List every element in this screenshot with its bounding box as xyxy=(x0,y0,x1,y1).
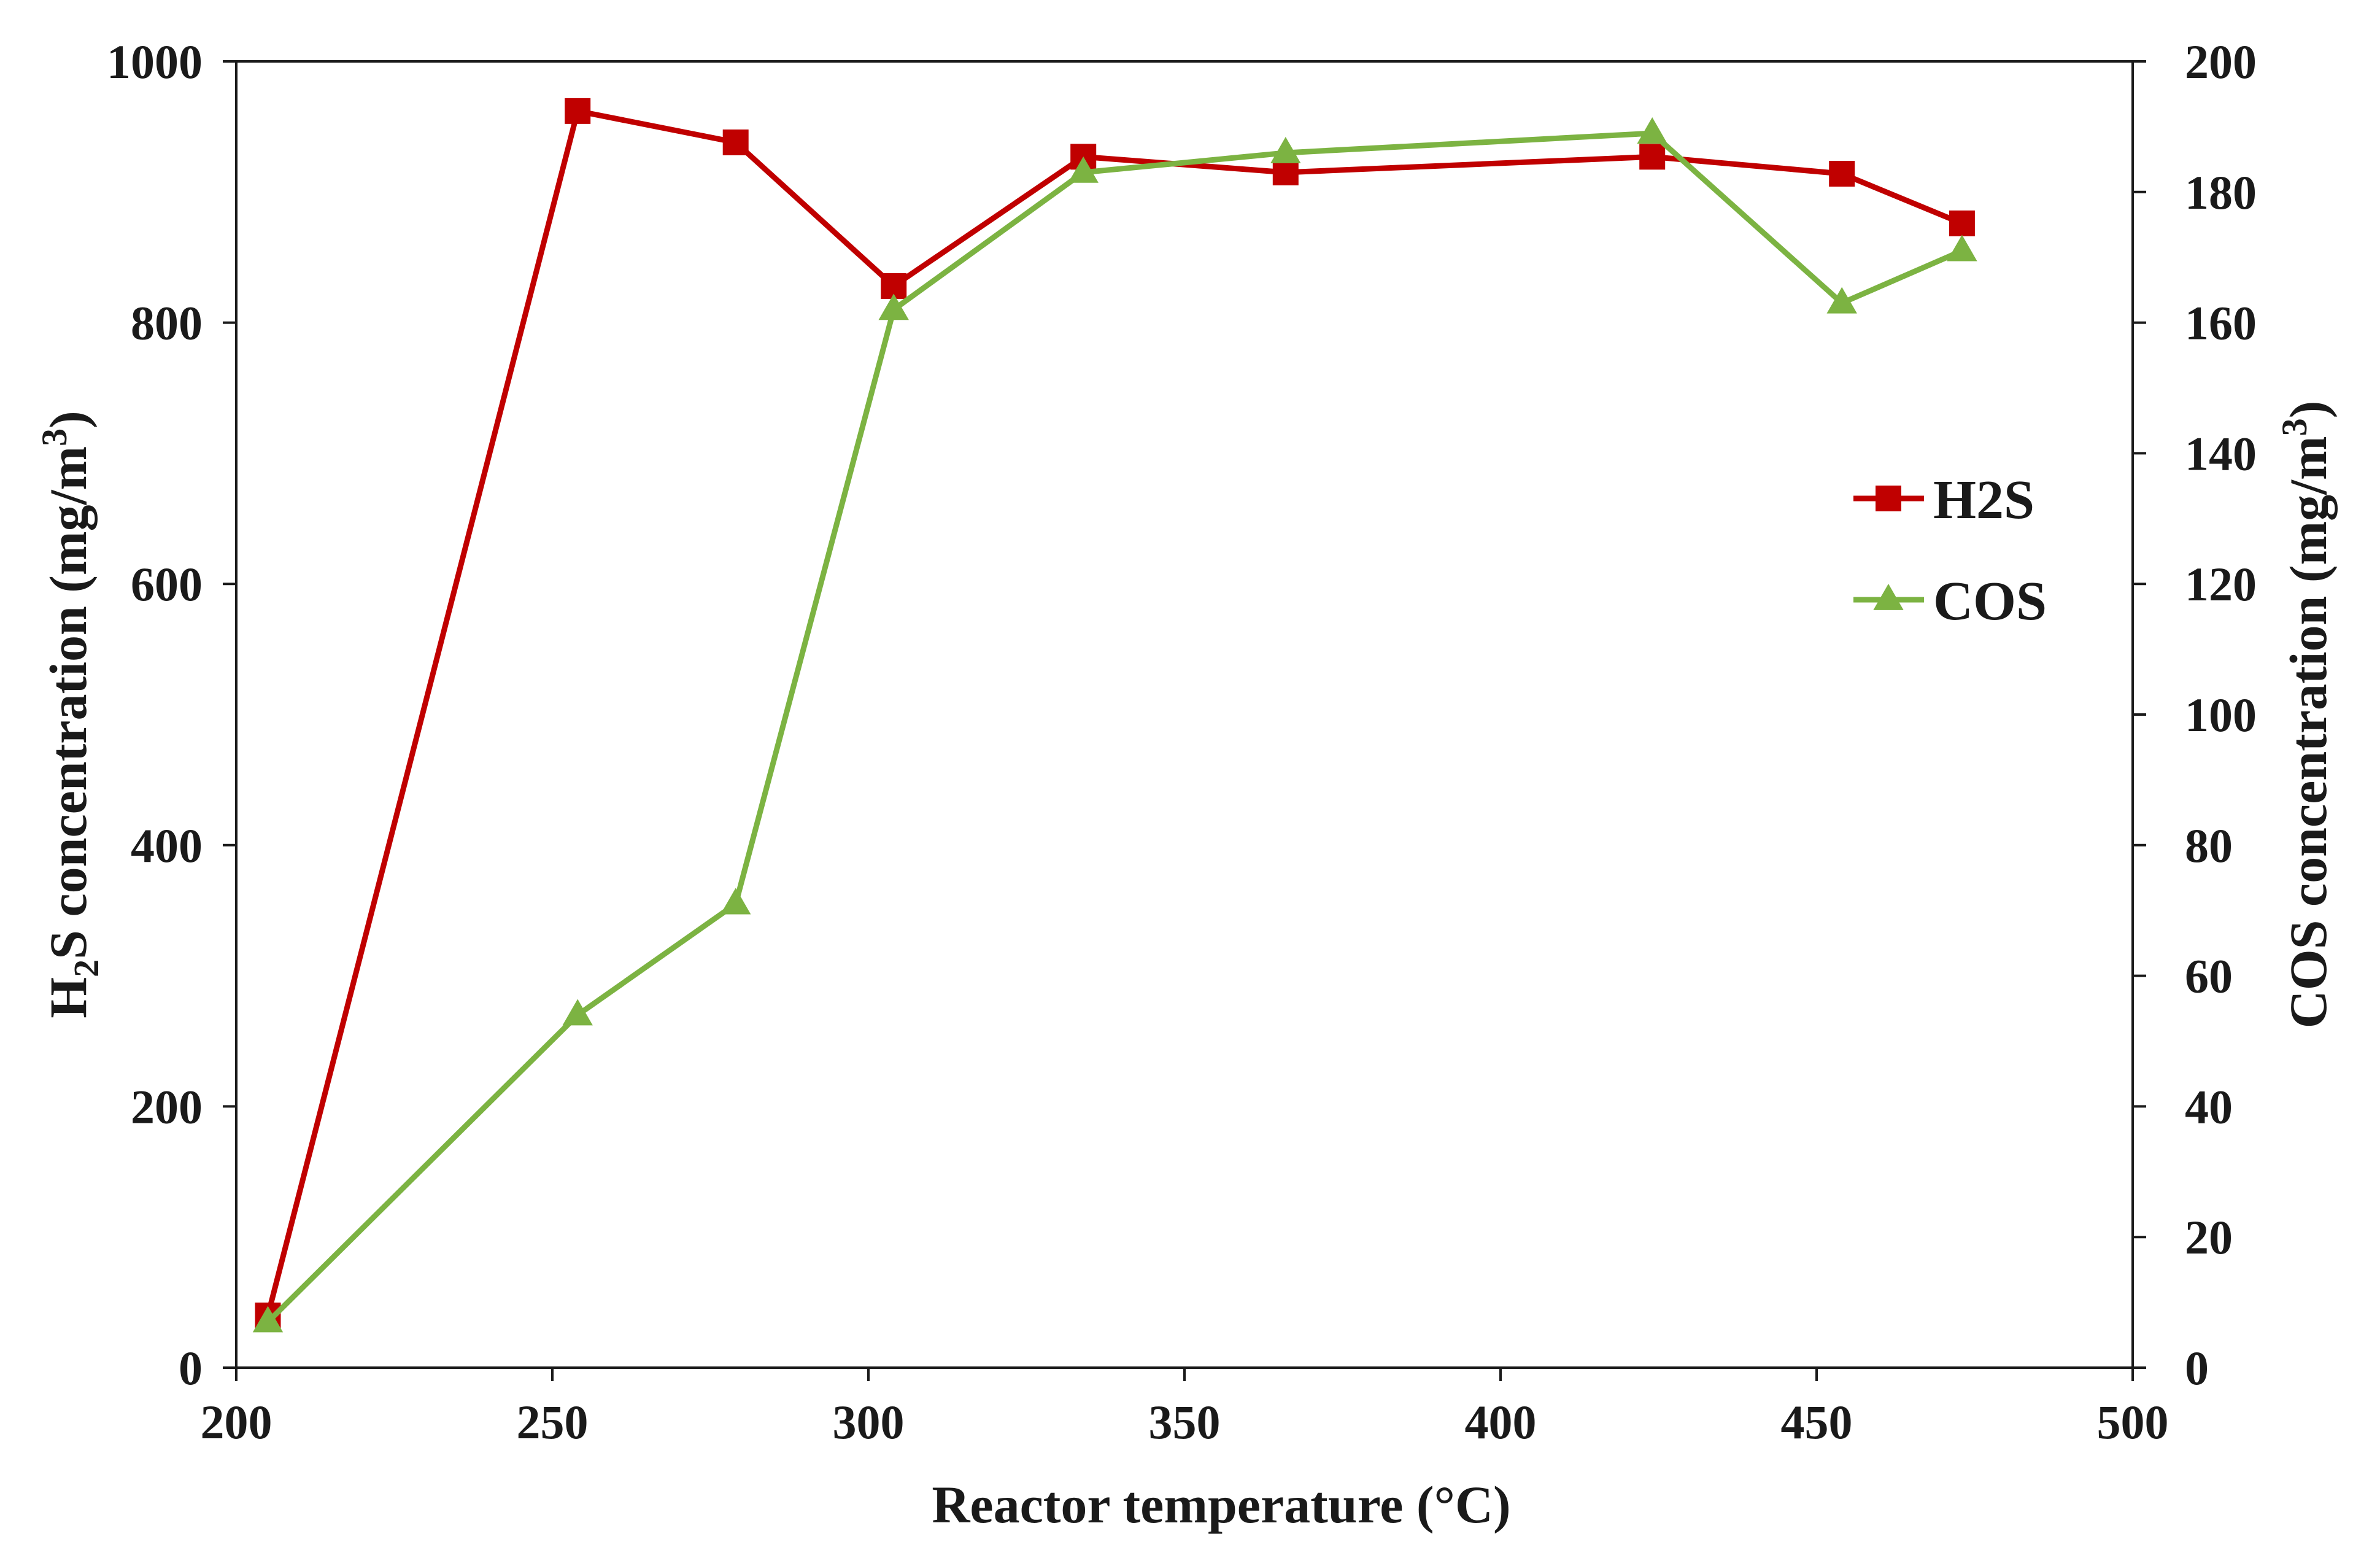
y-tick-label-right: 160 xyxy=(2185,296,2257,350)
data-point-cos xyxy=(252,1306,284,1333)
series-layer xyxy=(252,98,1977,1333)
legend-item-cos: COS xyxy=(1853,571,2047,632)
y-axis-title-left-part: ) xyxy=(39,411,98,428)
data-point-cos xyxy=(1637,117,1667,144)
y-axis-title-right-part: COS concentration (mg/m xyxy=(2279,436,2338,1028)
series-cos xyxy=(252,117,1977,1333)
y-tick-label-right: 60 xyxy=(2185,950,2233,1003)
y-axis-title-left-part: 3 xyxy=(34,428,74,446)
legend-label-h2s: H2S xyxy=(1933,470,2034,530)
y-tick-label-right: 80 xyxy=(2185,819,2233,872)
axes: 200 250 300 350 400 450 5000200400600800100002… xyxy=(34,35,2338,1534)
y-tick-label-left: 200 xyxy=(131,1080,203,1133)
data-point-cos xyxy=(721,888,751,915)
series-line-cos xyxy=(266,130,1963,1324)
y-tick-label-right: 180 xyxy=(2185,166,2257,219)
y-axis-title-right-part: ) xyxy=(2279,401,2338,419)
legend-item-h2s: H2S xyxy=(1853,470,2034,530)
y-tick-label-right: 100 xyxy=(2185,688,2257,742)
y-axis-title-left-part: S concentration (mg/m xyxy=(39,446,98,959)
data-point-h2s xyxy=(722,129,749,155)
y-axis-title-left: H2S concentration (mg/m3) xyxy=(34,411,106,1018)
y-tick-label-left: 400 xyxy=(131,819,203,872)
series-line-h2s xyxy=(265,108,1963,1317)
data-point-h2s xyxy=(565,98,591,124)
y-tick-label-right: 120 xyxy=(2185,557,2257,611)
y-tick-label-left: 0 xyxy=(179,1341,203,1395)
data-point-h2s xyxy=(1272,159,1299,185)
x-tick-label: 500 xyxy=(2097,1395,2169,1449)
data-point-cos xyxy=(1068,156,1099,183)
data-point-cos xyxy=(562,999,593,1026)
x-tick-label: 400 xyxy=(1465,1395,1537,1449)
y-tick-label-right: 140 xyxy=(2185,427,2257,480)
x-tick-label: 250 xyxy=(517,1395,589,1449)
y-axis-title-right: COS concentration (mg/m3) xyxy=(2274,401,2338,1029)
legend: H2S COS xyxy=(1853,470,2047,632)
x-tick-label: 350 xyxy=(1149,1395,1221,1449)
legend-marker-cos xyxy=(1873,584,1904,610)
y-tick-label-left: 600 xyxy=(131,557,203,611)
x-axis-title: Reactor temperature (°C) xyxy=(932,1475,1510,1534)
data-point-h2s xyxy=(1829,161,1855,187)
y-tick-label-right: 0 xyxy=(2185,1341,2209,1395)
data-point-cos xyxy=(878,293,909,320)
y-tick-label-left: 1000 xyxy=(107,35,203,88)
legend-marker-h2s xyxy=(1876,486,1901,511)
y-tick-label-left: 800 xyxy=(131,296,203,350)
data-point-cos xyxy=(1826,287,1857,314)
y-axis-title-right-part: 3 xyxy=(2274,418,2314,436)
y-tick-label-right: 40 xyxy=(2185,1080,2233,1133)
data-point-h2s xyxy=(1949,210,1975,236)
x-tick-label: 300 xyxy=(833,1395,905,1449)
y-axis-title-left-part: 2 xyxy=(66,959,106,977)
y-axis-title-left-part: H xyxy=(39,977,98,1018)
data-point-cos xyxy=(1947,234,1977,262)
series-h2s xyxy=(255,98,1975,1328)
y-tick-label-right: 200 xyxy=(2185,35,2257,88)
y-tick-label-right: 20 xyxy=(2185,1211,2233,1264)
x-tick-label: 200 xyxy=(201,1395,272,1449)
legend-label-cos: COS xyxy=(1933,571,2047,632)
data-point-h2s xyxy=(1639,144,1666,170)
data-point-cos xyxy=(1270,136,1301,163)
x-tick-label: 450 xyxy=(1781,1395,1853,1449)
